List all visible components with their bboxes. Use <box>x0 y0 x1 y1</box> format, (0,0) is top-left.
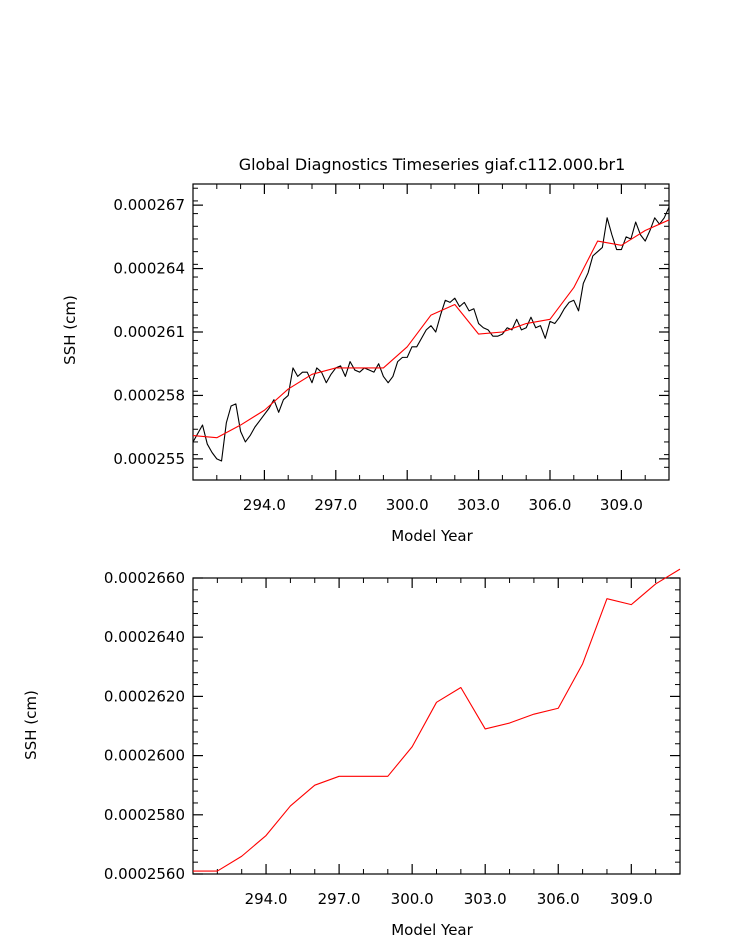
y-axis-label: SSH (cm) <box>22 690 40 760</box>
x-tick-label: 309.0 <box>610 890 653 908</box>
series-line-red <box>192 219 670 439</box>
x-tick-label: 306.0 <box>529 496 572 514</box>
chart-title: Global Diagnostics Timeseries giaf.c112.… <box>239 155 626 174</box>
x-tick-label: 303.0 <box>464 890 507 908</box>
series-line-black <box>192 207 670 462</box>
y-tick-label: 0.0002600 <box>104 747 185 765</box>
x-axis-label: Model Year <box>391 527 473 545</box>
y-axis-label: SSH (cm) <box>61 295 79 365</box>
x-tick-label: 309.0 <box>600 496 643 514</box>
x-tick-label: 294.0 <box>243 496 286 514</box>
y-tick-label: 0.000264 <box>113 260 185 278</box>
y-tick-label: 0.0002580 <box>104 806 185 824</box>
y-tick-label: 0.0002660 <box>104 569 185 587</box>
y-tick-label: 0.0002640 <box>104 628 185 646</box>
y-tick-label: 0.000255 <box>113 450 185 468</box>
y-tick-label: 0.000261 <box>113 323 185 341</box>
x-tick-label: 297.0 <box>318 890 361 908</box>
x-tick-label: 303.0 <box>457 496 500 514</box>
x-tick-label: 297.0 <box>314 496 357 514</box>
plot-frame <box>192 577 681 875</box>
x-tick-label: 300.0 <box>391 890 434 908</box>
x-tick-label: 300.0 <box>386 496 429 514</box>
series-line-red <box>193 568 681 872</box>
y-tick-label: 0.0002560 <box>104 865 185 883</box>
y-tick-label: 0.000267 <box>113 196 185 214</box>
x-tick-label: 306.0 <box>537 890 580 908</box>
x-tick-label: 294.0 <box>245 890 288 908</box>
plot-frame <box>192 183 670 481</box>
y-tick-label: 0.0002620 <box>104 687 185 705</box>
chart-upper: Global Diagnostics Timeseries giaf.c112.… <box>61 155 670 545</box>
x-axis-label: Model Year <box>391 921 473 939</box>
chart-lower: Model Year SSH (cm) 294.0 297.0 300.0 303.0… <box>22 568 681 939</box>
y-tick-label: 0.000258 <box>113 386 185 404</box>
